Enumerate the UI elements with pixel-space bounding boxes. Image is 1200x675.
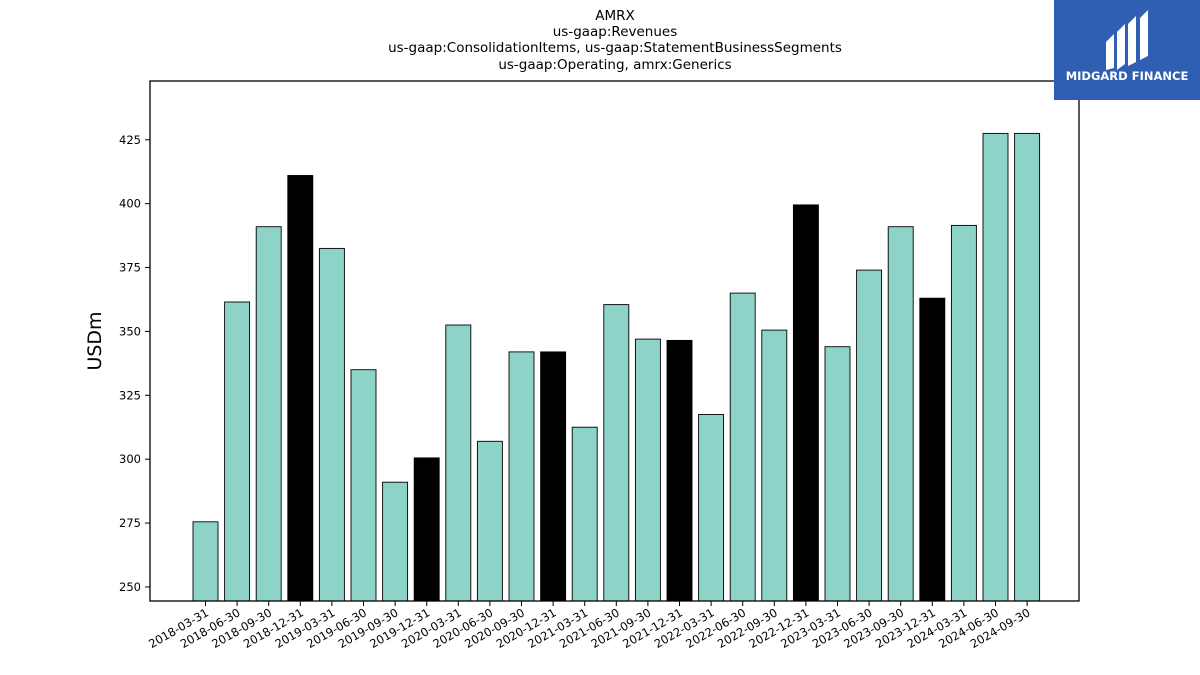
bar-2024-03-31 bbox=[950, 224, 977, 602]
bar-2018-03-31 bbox=[192, 521, 219, 602]
y-axis-label: USDm bbox=[84, 311, 106, 370]
y-tick-label: 250 bbox=[119, 580, 141, 594]
bar-2020-09-30 bbox=[508, 351, 535, 602]
logo-text: MIDGARD FINANCE bbox=[1066, 69, 1189, 83]
bar-2022-06-30 bbox=[729, 292, 756, 602]
bar-2021-09-30 bbox=[634, 338, 661, 602]
bar-2020-06-30 bbox=[476, 440, 503, 602]
x-axis: 2018-03-312018-06-302018-09-302018-12-31… bbox=[146, 601, 1033, 651]
y-tick-label: 325 bbox=[119, 388, 141, 402]
bar-2023-12-31 bbox=[919, 297, 946, 602]
y-tick-label: 425 bbox=[119, 133, 141, 147]
bar-2018-12-31 bbox=[287, 175, 314, 602]
bar-2022-12-31 bbox=[792, 204, 819, 602]
bar-2021-06-30 bbox=[603, 304, 630, 602]
bar-2021-12-31 bbox=[666, 339, 693, 602]
y-axis: 250 275 300 325 350 375 400 425 bbox=[119, 133, 150, 594]
bar-2020-12-31 bbox=[540, 351, 567, 602]
bar-2019-06-30 bbox=[350, 369, 377, 602]
logo-background bbox=[1054, 0, 1200, 100]
bar-2018-09-30 bbox=[255, 226, 282, 602]
y-tick-label: 375 bbox=[119, 261, 141, 275]
bar-2023-03-31 bbox=[824, 346, 851, 602]
title-line-2: us-gaap:Revenues bbox=[553, 24, 678, 40]
bar-2019-03-31 bbox=[318, 247, 345, 602]
title-line-1: AMRX bbox=[595, 8, 635, 24]
bar-2018-06-30 bbox=[224, 301, 251, 602]
title-line-4: us-gaap:Operating, amrx:Generics bbox=[498, 57, 731, 73]
bar-2023-06-30 bbox=[856, 269, 883, 602]
midgard-finance-logo: MIDGARD FINANCE bbox=[1054, 0, 1200, 100]
logo-mark-icon bbox=[1106, 10, 1148, 70]
bar-2019-09-30 bbox=[382, 481, 409, 602]
bar-series bbox=[192, 132, 1041, 602]
bar-2021-03-31 bbox=[571, 426, 598, 602]
bar-2023-09-30 bbox=[887, 226, 914, 602]
y-tick-label: 300 bbox=[119, 452, 141, 466]
bar-2022-09-30 bbox=[761, 329, 788, 602]
chart-title: AMRX us-gaap:Revenues us-gaap:Consolidat… bbox=[388, 8, 842, 73]
plot-frame bbox=[149, 80, 1080, 602]
bar-2019-12-31 bbox=[413, 457, 440, 602]
y-tick-label: 350 bbox=[119, 324, 141, 338]
bar-2024-06-30 bbox=[982, 132, 1009, 602]
bar-2022-03-31 bbox=[698, 414, 725, 602]
bar-2024-09-30 bbox=[1014, 132, 1041, 602]
y-tick-label: 275 bbox=[119, 516, 141, 530]
y-tick-label: 400 bbox=[119, 197, 141, 211]
title-line-3: us-gaap:ConsolidationItems, us-gaap:Stat… bbox=[388, 40, 842, 56]
bar-2020-03-31 bbox=[445, 324, 472, 602]
